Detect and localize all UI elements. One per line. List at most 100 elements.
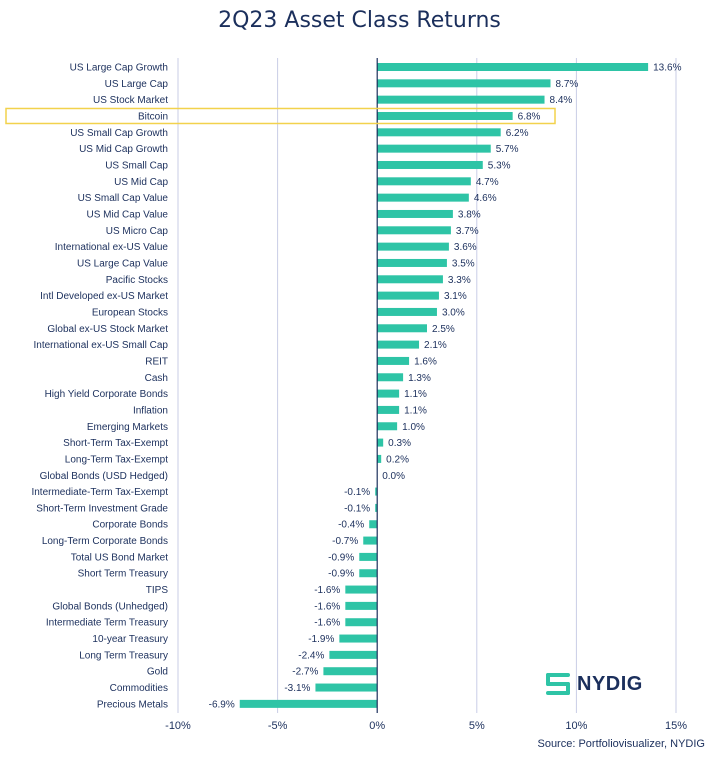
bar: [377, 226, 451, 235]
value-label: -6.9%: [209, 699, 235, 710]
value-label: -0.9%: [328, 569, 354, 580]
category-label: Gold: [147, 667, 168, 678]
category-label: Long-Term Corporate Bonds: [42, 536, 168, 547]
x-tick-label: 15%: [665, 720, 687, 732]
nydig-logo: NYDIG: [543, 669, 643, 699]
category-label: US Small Cap Value: [78, 193, 169, 204]
value-label: -2.4%: [298, 650, 324, 661]
value-label: 4.6%: [474, 193, 497, 204]
category-label: US Large Cap: [105, 79, 169, 90]
bar: [377, 275, 443, 284]
bar: [377, 324, 427, 333]
category-label: Total US Bond Market: [71, 552, 168, 563]
value-label: -1.6%: [314, 618, 340, 629]
bar: [377, 242, 449, 251]
value-label: 0.3%: [388, 438, 411, 449]
value-label: 3.8%: [458, 209, 481, 220]
category-label: Intermediate-Term Tax-Exempt: [31, 487, 168, 498]
bar: [377, 356, 410, 365]
category-label: US Small Cap: [105, 160, 168, 171]
category-label: Long Term Treasury: [79, 650, 168, 661]
category-label: Short-Term Investment Grade: [36, 503, 168, 514]
bar: [377, 405, 400, 414]
category-label: Corporate Bonds: [92, 520, 168, 531]
category-label: US Mid Cap Value: [86, 209, 168, 220]
bar: [375, 487, 378, 496]
value-label: -0.4%: [338, 520, 364, 531]
category-label: Global Bonds (Unhedged): [52, 601, 168, 612]
source-note: Source: Portfoliovisualizer, NYDIG: [537, 738, 705, 750]
x-tick-label: 0%: [369, 720, 385, 732]
bar: [377, 422, 398, 431]
category-label: US Micro Cap: [106, 226, 169, 237]
bar: [377, 111, 513, 120]
value-label: 5.3%: [488, 160, 511, 171]
category-label: US Large Cap Value: [77, 258, 168, 269]
value-label: 6.2%: [506, 128, 529, 139]
category-label: US Stock Market: [93, 95, 168, 106]
category-label: US Small Cap Growth: [70, 128, 168, 139]
category-label: REIT: [145, 356, 168, 367]
category-label: TIPS: [146, 585, 169, 596]
value-label: 13.6%: [653, 63, 681, 74]
chart-title: 2Q23 Asset Class Returns: [218, 8, 501, 33]
category-label: US Large Cap Growth: [70, 63, 168, 74]
highlight-box: [5, 107, 556, 125]
value-label: 3.3%: [448, 275, 471, 286]
category-label: European Stocks: [92, 307, 168, 318]
value-label: 3.0%: [442, 307, 465, 318]
category-label: Emerging Markets: [87, 422, 168, 433]
nydig-logo-icon: [546, 673, 570, 695]
category-label: International ex-US Value: [55, 242, 169, 253]
bar: [345, 618, 378, 627]
value-label: -2.7%: [292, 667, 318, 678]
value-label: 4.7%: [476, 177, 499, 188]
value-label: 3.7%: [456, 226, 479, 237]
value-label: 3.5%: [452, 258, 475, 269]
bar: [377, 160, 483, 169]
bar: [377, 438, 384, 447]
bar: [339, 634, 378, 643]
value-label: 1.0%: [402, 422, 425, 433]
value-label: 2.1%: [424, 340, 447, 351]
bar: [377, 177, 471, 186]
value-label: 1.1%: [404, 389, 427, 400]
x-tick-label: 5%: [469, 720, 485, 732]
category-label: Intermediate Term Treasury: [46, 618, 168, 629]
bar: [377, 193, 469, 202]
value-label: 8.4%: [550, 95, 573, 106]
category-label: Inflation: [133, 405, 168, 416]
category-label: Long-Term Tax-Exempt: [65, 454, 168, 465]
bar: [377, 95, 545, 104]
category-label: High Yield Corporate Bonds: [45, 389, 168, 400]
value-label: 2.5%: [432, 324, 455, 335]
logo-text: NYDIG: [577, 672, 643, 695]
bar: [377, 307, 437, 316]
x-tick-label: -5%: [268, 720, 288, 732]
value-label: 3.1%: [444, 291, 467, 302]
category-label: International ex-US Small Cap: [33, 340, 168, 351]
bar: [377, 454, 382, 463]
value-label: 0.2%: [386, 454, 409, 465]
category-label: Bitcoin: [138, 111, 168, 122]
value-label: 0.0%: [382, 471, 405, 482]
bar: [377, 128, 501, 137]
bar: [315, 683, 378, 692]
value-label: 1.3%: [408, 373, 431, 384]
category-label: Precious Metals: [97, 699, 168, 710]
x-tick-label: -10%: [165, 720, 191, 732]
bar: [375, 503, 378, 512]
value-label: 6.8%: [518, 111, 541, 122]
value-label: -1.6%: [314, 601, 340, 612]
bar: [377, 373, 404, 382]
bar: [239, 699, 378, 708]
value-label: -1.6%: [314, 585, 340, 596]
category-label: Intl Developed ex-US Market: [40, 291, 168, 302]
value-label: -0.7%: [332, 536, 358, 547]
value-label: -0.1%: [344, 503, 370, 514]
value-label: 3.6%: [454, 242, 477, 253]
bar: [323, 667, 378, 676]
value-label: -1.9%: [308, 634, 334, 645]
x-tick-label: 10%: [565, 720, 587, 732]
value-label: 8.7%: [556, 79, 579, 90]
